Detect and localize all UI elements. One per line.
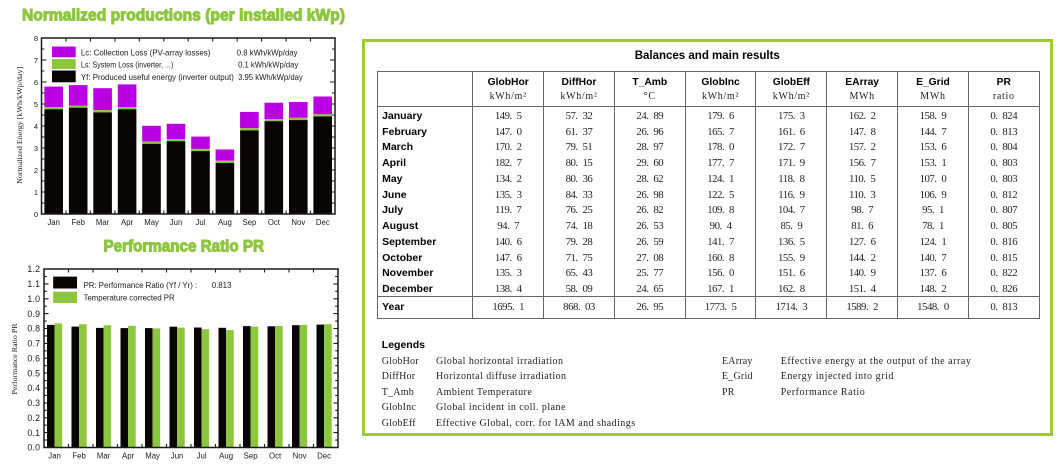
svg-text:Aug: Aug xyxy=(218,218,232,227)
svg-text:0.1: 0.1 xyxy=(27,428,40,438)
svg-text:PR: Performance Ratio (Yf / Yr: PR: Performance Ratio (Yf / Yr) : xyxy=(84,280,198,290)
svg-text:Mar: Mar xyxy=(96,218,110,227)
svg-text:1.1: 1.1 xyxy=(27,279,40,289)
svg-text:0.813: 0.813 xyxy=(212,280,232,290)
svg-text:Feb: Feb xyxy=(72,451,86,460)
svg-text:0: 0 xyxy=(34,210,38,219)
svg-text:0.8: 0.8 xyxy=(27,324,40,334)
svg-text:3: 3 xyxy=(34,144,38,153)
svg-text:Jun: Jun xyxy=(170,218,183,227)
svg-text:0.3: 0.3 xyxy=(27,398,40,408)
svg-text:Performance Ratio PR: Performance Ratio PR xyxy=(104,238,265,256)
svg-text:Lc: Collection Loss (PV-array: Lc: Collection Loss (PV-array losses) xyxy=(81,47,211,57)
svg-text:Sep: Sep xyxy=(242,218,257,227)
svg-text:Apr: Apr xyxy=(121,218,134,227)
svg-text:0.7: 0.7 xyxy=(27,339,40,349)
svg-text:2: 2 xyxy=(34,166,38,175)
svg-text:Aug: Aug xyxy=(219,451,233,460)
svg-text:Nov: Nov xyxy=(291,218,305,227)
svg-text:6: 6 xyxy=(34,78,38,87)
svg-text:Jun: Jun xyxy=(171,451,184,460)
svg-text:Yf: Produced useful energy (i: Yf: Produced useful energy (inverter out… xyxy=(81,72,234,82)
svg-text:5: 5 xyxy=(34,100,38,109)
svg-text:0.9: 0.9 xyxy=(27,309,40,319)
svg-text:Jan: Jan xyxy=(47,218,60,227)
svg-text:Feb: Feb xyxy=(71,218,85,227)
svg-text:3.95 kWh/kWp/day: 3.95 kWh/kWp/day xyxy=(238,72,303,82)
svg-text:0.0: 0.0 xyxy=(27,443,40,453)
svg-text:0.4: 0.4 xyxy=(27,383,40,393)
svg-text:0.6: 0.6 xyxy=(27,353,40,363)
svg-text:Oct: Oct xyxy=(269,451,282,460)
svg-text:Ls: System Loss (inverter, ..: Ls: System Loss (inverter, ...) xyxy=(81,60,174,70)
svg-text:1.0: 1.0 xyxy=(27,294,40,304)
svg-text:Nov: Nov xyxy=(293,451,307,460)
svg-text:May: May xyxy=(145,451,160,460)
svg-text:Dec: Dec xyxy=(316,218,330,227)
svg-text:1.2: 1.2 xyxy=(27,264,40,274)
svg-text:Mar: Mar xyxy=(97,451,111,460)
svg-text:Dec: Dec xyxy=(317,451,331,460)
svg-text:Jan: Jan xyxy=(48,451,61,460)
svg-text:Jul: Jul xyxy=(196,218,206,227)
svg-text:May: May xyxy=(144,218,159,227)
svg-text:Sep: Sep xyxy=(244,451,259,460)
svg-text:Normalized productions (per in: Normalized productions (per installed kW… xyxy=(22,7,345,25)
svg-text:0.8 kWh/kWp/day: 0.8 kWh/kWp/day xyxy=(237,47,298,57)
svg-text:4: 4 xyxy=(34,122,38,131)
svg-text:Normalized Energy [kWh/kWp/day: Normalized Energy [kWh/kWp/day] xyxy=(15,66,24,183)
svg-text:8: 8 xyxy=(34,34,38,43)
svg-text:Temperature corrected PR: Temperature corrected PR xyxy=(84,292,175,302)
svg-text:Jul: Jul xyxy=(197,451,207,460)
svg-text:7: 7 xyxy=(34,56,38,65)
svg-text:Performance Ratio PR: Performance Ratio PR xyxy=(10,324,19,395)
svg-text:0.1 kWh/kWp/day: 0.1 kWh/kWp/day xyxy=(238,60,299,70)
svg-text:Apr: Apr xyxy=(122,451,135,460)
svg-text:1: 1 xyxy=(34,188,38,197)
svg-text:Oct: Oct xyxy=(268,218,281,227)
svg-text:0.2: 0.2 xyxy=(27,413,40,423)
svg-text:0.5: 0.5 xyxy=(27,368,40,378)
